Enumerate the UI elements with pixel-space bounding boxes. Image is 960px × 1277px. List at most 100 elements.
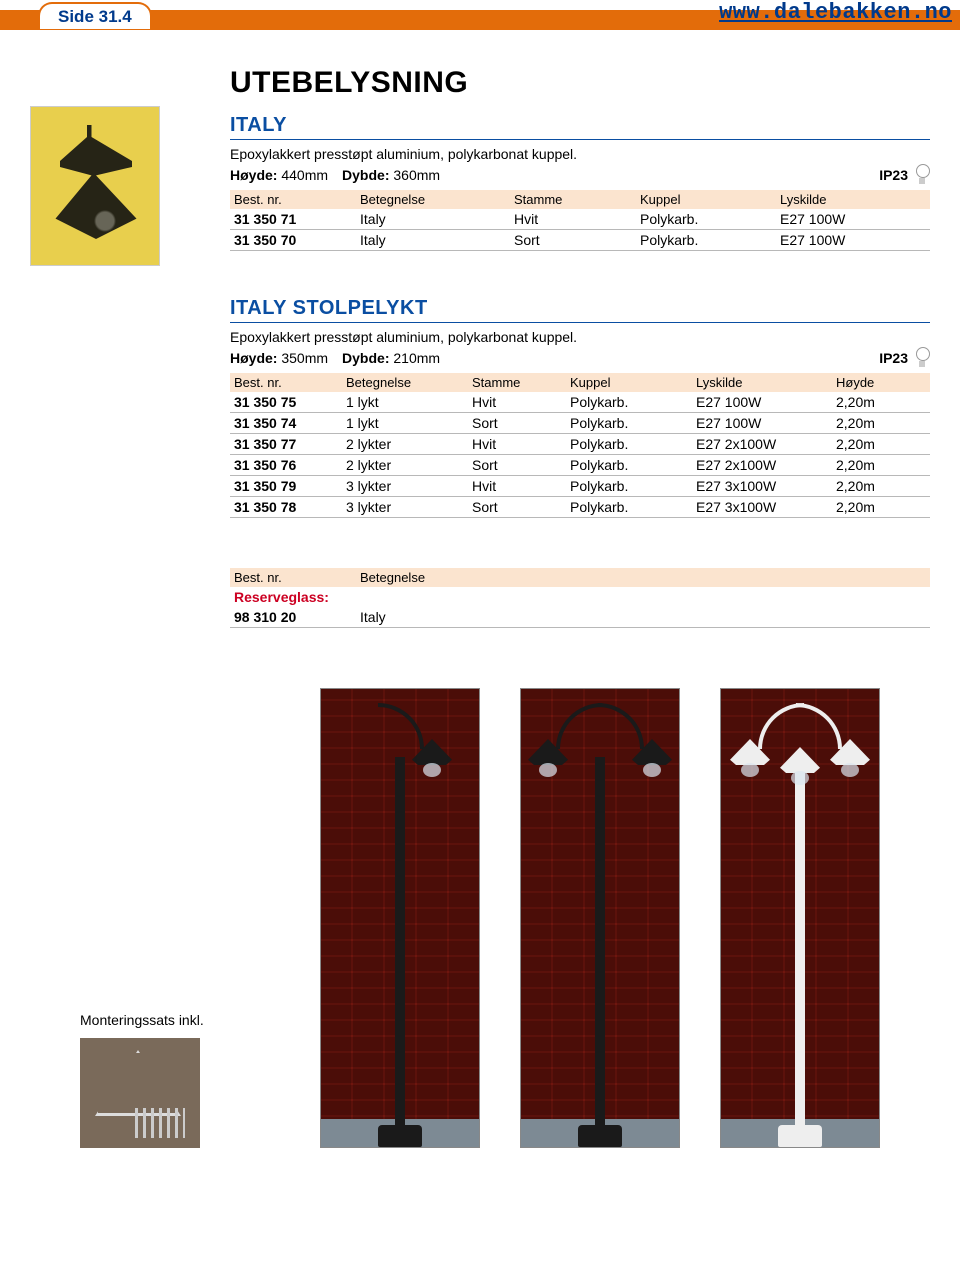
cell-kuppel: Polykarb. [566, 434, 692, 455]
cell-betegnelse: 3 lykter [342, 497, 468, 518]
cell-kuppel: Polykarb. [566, 476, 692, 497]
cell-hoyde: 2,20m [832, 413, 930, 434]
table-row: 31 350 772 lykterHvitPolykarb.E27 2x100W… [230, 434, 930, 455]
hoyde-value: 350mm [281, 350, 328, 366]
table-row: 98 310 20 Italy [230, 607, 930, 628]
cell-betegnelse: Italy [356, 209, 510, 230]
table-italy: Best. nr. Betegnelse Stamme Kuppel Lyski… [230, 190, 930, 251]
col-bestnr: Best. nr. [230, 373, 342, 392]
cell-lyskilde: E27 2x100W [692, 455, 832, 476]
bulb-icon [914, 164, 930, 186]
cell-betegnelse: 1 lykt [342, 392, 468, 413]
cell-stamme: Sort [468, 455, 566, 476]
hoyde-label: Høyde: [230, 350, 277, 366]
cell-bestnr: 31 350 71 [230, 209, 356, 230]
col-betegnelse: Betegnelse [356, 568, 930, 587]
col-lyskilde: Lyskilde [776, 190, 930, 209]
gallery: Monteringssats inkl. [30, 688, 930, 1148]
table-header: Best. nr. Betegnelse Stamme Kuppel Lyski… [230, 190, 930, 209]
cell-lyskilde: E27 3x100W [692, 497, 832, 518]
col-stamme: Stamme [468, 373, 566, 392]
section-title-italy: ITALY [230, 114, 930, 137]
cell-betegnelse: Italy [356, 230, 510, 251]
table-spare: Best. nr. Betegnelse Reserveglass: 98 31… [230, 568, 930, 628]
bulb-icon [914, 347, 930, 369]
cell-betegnelse: 3 lykter [342, 476, 468, 497]
cell-betegnelse: 1 lykt [342, 413, 468, 434]
cell-kuppel: Polykarb. [566, 497, 692, 518]
table-stolpelykt: Best. nr. Betegnelse Stamme Kuppel Lyski… [230, 373, 930, 518]
cell-hoyde: 2,20m [832, 392, 930, 413]
cell-lyskilde: E27 100W [692, 392, 832, 413]
spare-label: Reserveglass: [234, 587, 333, 607]
hoyde-value: 440mm [281, 167, 328, 183]
cell-betegnelse: 2 lykter [342, 455, 468, 476]
col-bestnr: Best. nr. [230, 190, 356, 209]
cell-stamme: Hvit [510, 209, 636, 230]
table-row: 31 350 783 lykterSortPolykarb.E27 3x100W… [230, 497, 930, 518]
cell-bestnr: 98 310 20 [230, 607, 356, 628]
table-row: 31 350 741 lyktSortPolykarb.E27 100W2,20… [230, 413, 930, 434]
cell-stamme: Hvit [468, 392, 566, 413]
dybde-label: Dybde: [342, 167, 389, 183]
col-bestnr: Best. nr. [230, 568, 356, 587]
dybde-value: 210mm [393, 350, 440, 366]
dybde-label: Dybde: [342, 350, 389, 366]
mount-caption: Monteringssats inkl. [80, 1012, 280, 1028]
cell-stamme: Hvit [468, 476, 566, 497]
cell-kuppel: Polykarb. [636, 230, 776, 251]
cell-hoyde: 2,20m [832, 476, 930, 497]
col-hoyde: Høyde [832, 373, 930, 392]
cell-bestnr: 31 350 78 [230, 497, 342, 518]
col-betegnelse: Betegnelse [342, 373, 468, 392]
cell-hoyde: 2,20m [832, 455, 930, 476]
top-bar: Side 31.4 www.dalebakken.no [0, 0, 960, 30]
spare-label-row: Reserveglass: [230, 587, 930, 607]
cell-bestnr: 31 350 74 [230, 413, 342, 434]
lamp-photo-3lykter-hvit [720, 688, 880, 1148]
table-row: 31 350 793 lykterHvitPolykarb.E27 3x100W… [230, 476, 930, 497]
section-rule [230, 139, 930, 140]
cell-stamme: Sort [510, 230, 636, 251]
col-stamme: Stamme [510, 190, 636, 209]
section-desc-stolpelykt: Epoxylakkert presstøpt aluminium, polyka… [230, 329, 930, 345]
section-desc-italy: Epoxylakkert presstøpt aluminium, polyka… [230, 146, 930, 162]
cell-betegnelse: 2 lykter [342, 434, 468, 455]
cell-hoyde: 2,20m [832, 497, 930, 518]
cell-stamme: Sort [468, 497, 566, 518]
cell-lyskilde: E27 100W [776, 209, 930, 230]
cell-stamme: Hvit [468, 434, 566, 455]
cell-bestnr: 31 350 79 [230, 476, 342, 497]
cell-bestnr: 31 350 75 [230, 392, 342, 413]
page-content: UTEBELYSNING ITALY Epoxylakkert presstøp… [0, 30, 960, 1178]
cell-bestnr: 31 350 76 [230, 455, 342, 476]
cell-kuppel: Polykarb. [566, 455, 692, 476]
col-betegnelse: Betegnelse [356, 190, 510, 209]
site-url[interactable]: www.dalebakken.no [719, 0, 952, 25]
cell-lyskilde: E27 3x100W [692, 476, 832, 497]
ip-rating: IP23 [879, 350, 908, 366]
ip-rating: IP23 [879, 167, 908, 183]
table-header: Best. nr. Betegnelse Stamme Kuppel Lyski… [230, 373, 930, 392]
col-lyskilde: Lyskilde [692, 373, 832, 392]
table-row: 31 350 751 lyktHvitPolykarb.E27 100W2,20… [230, 392, 930, 413]
lamp-photo-1lykt-sort [320, 688, 480, 1148]
cell-bestnr: 31 350 77 [230, 434, 342, 455]
cell-lyskilde: E27 2x100W [692, 434, 832, 455]
col-kuppel: Kuppel [566, 373, 692, 392]
lamp-photo-2lykter-sort [520, 688, 680, 1148]
table-row: 31 350 71 Italy Hvit Polykarb. E27 100W [230, 209, 930, 230]
page-title: UTEBELYSNING [230, 66, 930, 100]
table-header: Best. nr. Betegnelse [230, 568, 930, 587]
cell-stamme: Sort [468, 413, 566, 434]
cell-kuppel: Polykarb. [566, 413, 692, 434]
hoyde-label: Høyde: [230, 167, 277, 183]
cell-bestnr: 31 350 70 [230, 230, 356, 251]
dybde-value: 360mm [393, 167, 440, 183]
cell-lyskilde: E27 100W [776, 230, 930, 251]
section-dims-stolpelykt: Høyde: 350mm Dybde: 210mm IP23 [230, 347, 930, 369]
section-title-stolpelykt: ITALY STOLPELYKT [230, 297, 930, 320]
page-tab: Side 31.4 [38, 2, 152, 29]
section-rule [230, 322, 930, 323]
cell-kuppel: Polykarb. [566, 392, 692, 413]
